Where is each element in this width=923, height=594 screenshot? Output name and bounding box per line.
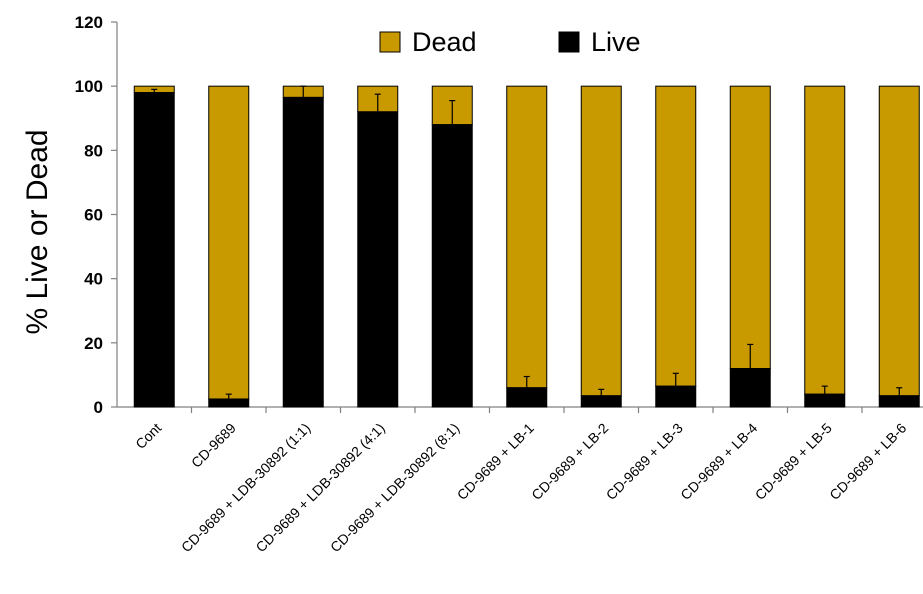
legend-label: Live: [591, 27, 641, 57]
legend-swatch: [379, 31, 401, 53]
y-tick-label: 100: [75, 77, 103, 96]
bar-live: [133, 92, 175, 408]
x-tick-label: CD-9689 + LB-2: [528, 420, 611, 503]
x-tick-label: CD-9689 + LDB-30892 (1:1): [178, 420, 313, 555]
bar-live: [431, 124, 473, 408]
legend: Dead Live: [379, 27, 641, 57]
bar-live: [208, 398, 250, 408]
bar-live: [506, 387, 548, 408]
y-tick-label: 120: [75, 13, 103, 32]
y-tick-label: 40: [84, 270, 103, 289]
bar-dead: [878, 85, 920, 397]
bar-live: [357, 111, 399, 408]
y-axis-title: % Live or Dead: [21, 129, 54, 334]
bar-dead: [655, 85, 697, 387]
x-tick-label: CD-9689 + LB-5: [752, 420, 835, 503]
x-tick-label: CD-9689: [188, 420, 239, 471]
bar-live: [878, 395, 920, 408]
bar-dead: [208, 85, 250, 400]
bar-live: [804, 393, 846, 408]
y-ticks: 0 20 40 60 80 100 120: [75, 13, 117, 417]
bar-dead: [506, 85, 548, 389]
x-tick-label: CD-9689 + LDB-30892 (8:1): [327, 420, 462, 555]
legend-swatch: [558, 31, 580, 53]
bar-live: [580, 395, 622, 408]
y-tick-label: 0: [94, 398, 103, 417]
x-tick-label: CD-9689 + LB-6: [826, 420, 909, 503]
y-tick-label: 20: [84, 334, 103, 353]
x-tick-label: CD-9689 + LB-4: [677, 420, 760, 503]
bar-live: [729, 368, 771, 408]
x-tick-label: CD-9689 + LDB-30892 (4:1): [252, 420, 387, 555]
bar-dead: [804, 85, 846, 395]
x-tick-label: CD-9689 + LB-1: [454, 420, 537, 503]
bar-live: [282, 96, 324, 408]
bar-dead: [729, 85, 771, 370]
y-tick-label: 60: [84, 206, 103, 225]
legend-label: Dead: [412, 27, 477, 57]
y-axis-title-group: % Live or Dead: [21, 129, 54, 334]
x-tick-label: CD-9689 + LB-3: [603, 420, 686, 503]
bar-dead: [580, 85, 622, 397]
bars: [133, 85, 920, 408]
y-tick-label: 80: [84, 141, 103, 160]
x-tick-label: Cont: [132, 420, 164, 452]
bar-live: [655, 385, 697, 408]
error-bars: [151, 85, 903, 399]
